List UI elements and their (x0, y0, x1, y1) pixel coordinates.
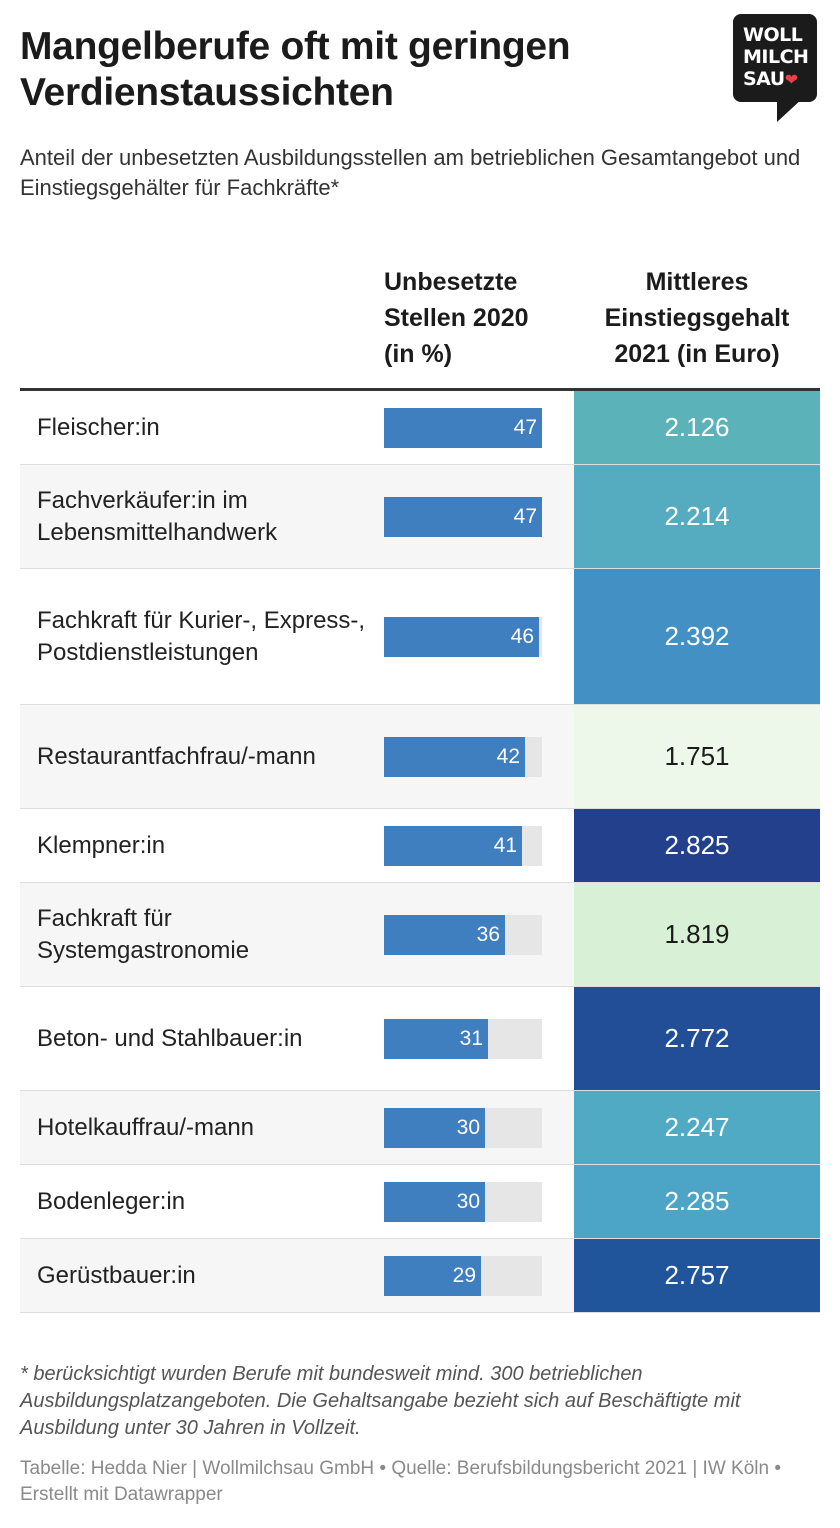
bar-track: 31 (384, 1018, 542, 1059)
table-row: Bodenleger:in 30 2.285 (20, 1165, 820, 1239)
occupation-label: Fachkraft für Kurier-, Express-, Postdie… (37, 606, 366, 666)
table-row: Hotelkauffrau/-mann 30 2.247 (20, 1091, 820, 1165)
bar-value-label: 30 (456, 1189, 480, 1213)
salary-cell: 2.285 (574, 1165, 820, 1238)
table-row: Beton- und Stahlbauer:in 31 2.772 (20, 987, 820, 1091)
salary-cell: 2.392 (574, 569, 820, 704)
bar-value-label: 46 (510, 624, 534, 648)
occupation-label: Klempner:in (37, 831, 166, 859)
bar-track: 46 (384, 616, 542, 657)
table-row: Gerüstbauer:in 29 2.757 (20, 1239, 820, 1313)
logo-line-3: SAU❤ (743, 68, 813, 91)
table-row: Restaurantfachfrau/-mann 42 1.751 (20, 705, 820, 809)
bar: 47 (384, 407, 542, 448)
salary-cell: 2.214 (574, 465, 820, 568)
bar-value-label: 42 (496, 744, 520, 768)
header-divider (20, 388, 820, 391)
salary-cell: 2.825 (574, 809, 820, 882)
table-row: Fachkraft für Kurier-, Express-, Postdie… (20, 569, 820, 705)
table-row: Fachverkäufer:in im Lebensmittelhandwerk… (20, 465, 820, 569)
bar-track: 41 (384, 825, 542, 866)
bar-value-label: 47 (513, 504, 537, 528)
bar: 30 (384, 1107, 485, 1148)
bar-track: 42 (384, 736, 542, 777)
logo-line-3-text: SAU (743, 68, 785, 90)
table-row: Fleischer:in 47 2.126 (20, 391, 820, 465)
salary-cell: 2.757 (574, 1239, 820, 1312)
logo-line-1: WOLL (743, 24, 803, 46)
bar-value-label: 30 (456, 1115, 480, 1139)
table-row: Klempner:in 41 2.825 (20, 809, 820, 883)
bar: 41 (384, 825, 522, 866)
logo-bubble-tail (777, 98, 803, 122)
salary-cell: 2.126 (574, 391, 820, 464)
logo-line-2: MILCH (743, 46, 809, 68)
bar: 42 (384, 736, 525, 777)
bar-value-label: 29 (452, 1263, 476, 1287)
bar-value-label: 41 (493, 833, 517, 857)
bar-track: 29 (384, 1255, 542, 1296)
chart-title: Mangelberufe oft mit geringen Verdiensta… (20, 25, 571, 114)
bar: 29 (384, 1255, 481, 1296)
salary-cell: 2.247 (574, 1091, 820, 1164)
bar-value-label: 31 (459, 1026, 483, 1050)
occupation-label: Fachverkäufer:in im Lebensmittelhandwerk (37, 486, 278, 546)
column-header-salary: Mittleres Einstiegsgehalt 2021 (in Euro) (604, 268, 790, 368)
occupation-label: Gerüstbauer:in (37, 1261, 196, 1289)
heart-icon: ❤ (784, 70, 798, 89)
table-row: Fachkraft für Systemgastronomie 36 1.819 (20, 883, 820, 987)
logo-speech-bubble (733, 14, 817, 102)
bar: 36 (384, 914, 505, 955)
bar-track: 30 (384, 1181, 542, 1222)
occupation-label: Restaurantfachfrau/-mann (37, 742, 316, 770)
bar-track: 36 (384, 914, 542, 955)
occupation-label: Bodenleger:in (37, 1187, 186, 1215)
data-table: Fleischer:in 47 2.126 Fachverkäufer:in im L… (20, 391, 820, 1313)
bar-value-label: 47 (513, 415, 537, 439)
bar-track: 47 (384, 496, 542, 537)
logo-text: WOLL MILCH SAU❤ (743, 24, 813, 91)
salary-cell: 2.772 (574, 987, 820, 1090)
wollmilchsau-logo: WOLL MILCH SAU❤ (733, 14, 817, 122)
salary-cell: 1.819 (574, 883, 820, 986)
bar: 46 (384, 616, 539, 657)
bar: 30 (384, 1181, 485, 1222)
bar: 47 (384, 496, 542, 537)
chart-subtitle: Anteil der unbesetzten Ausbildungsstelle… (20, 145, 801, 200)
source-credit: Tabelle: Hedda Nier | Wollmilchsau GmbH … (20, 1458, 782, 1505)
bar: 31 (384, 1018, 488, 1059)
bar-track: 47 (384, 407, 542, 448)
occupation-label: Fachkraft für Systemgastronomie (37, 904, 250, 964)
footnote: * berücksichtigt wurden Berufe mit bunde… (20, 1363, 741, 1439)
occupation-label: Hotelkauffrau/-mann (37, 1113, 255, 1141)
occupation-label: Fleischer:in (37, 413, 160, 441)
column-header-unfilled: Unbesetzte Stellen 2020 (in %) (384, 268, 529, 368)
occupation-label: Beton- und Stahlbauer:in (37, 1024, 303, 1052)
bar-track: 30 (384, 1107, 542, 1148)
bar-value-label: 36 (476, 922, 500, 946)
salary-cell: 1.751 (574, 705, 820, 808)
